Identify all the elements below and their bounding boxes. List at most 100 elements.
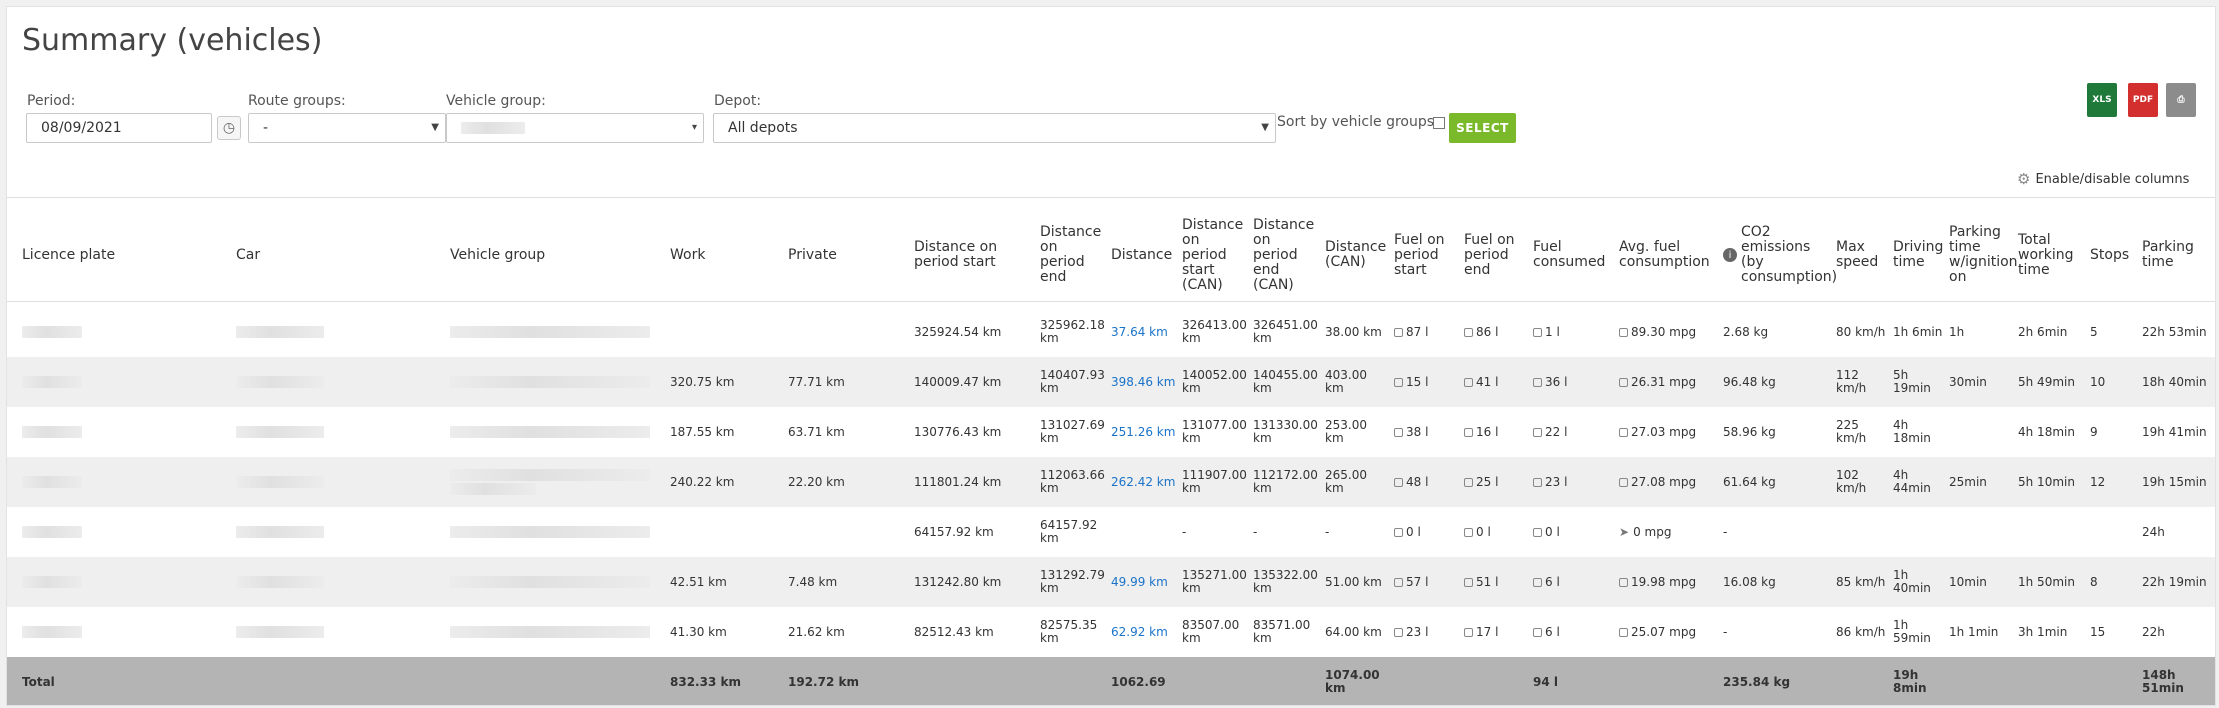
column-header-distance-period-end-can[interactable]: Distance on period end (CAN) — [1253, 203, 1319, 307]
cell-co2-emissions: 96.48 kg — [1723, 357, 1831, 407]
cell-value[interactable]: 262.42 km — [1111, 474, 1176, 489]
total-label: Total — [22, 674, 55, 689]
sort-by-vehicle-groups-checkbox[interactable] — [1433, 117, 1445, 129]
column-header-max-speed[interactable]: Max speed — [1836, 203, 1888, 307]
cell-value: 1h 6min — [1893, 324, 1943, 339]
printer-icon[interactable]: ⎙ — [2166, 83, 2196, 117]
column-header-work[interactable]: Work — [670, 203, 780, 307]
cell-distance-can: 403.00 km — [1325, 357, 1389, 407]
cell-distance[interactable]: 398.46 km — [1111, 357, 1179, 407]
total-work: 832.33 km — [670, 674, 741, 689]
cell-value: 48 l — [1406, 474, 1429, 489]
cell-distance-period-end-can: 140455.00 km — [1253, 357, 1319, 407]
cell-value[interactable]: 49.99 km — [1111, 574, 1168, 589]
redacted-text — [450, 376, 650, 388]
fuel-icon — [1464, 577, 1473, 587]
column-header-vehicle-group[interactable]: Vehicle group — [450, 203, 630, 307]
cell-value: 19.98 mpg — [1631, 574, 1697, 589]
column-header-car[interactable]: Car — [236, 203, 386, 307]
depot-select[interactable]: All depots ▼ — [713, 113, 1276, 143]
cell-distance[interactable]: 262.42 km — [1111, 457, 1179, 507]
cell-car — [236, 507, 386, 557]
column-header-fuel-period-end[interactable]: Fuel on period end — [1464, 203, 1528, 307]
cell-distance-period-start-can: 111907.00 km — [1182, 457, 1248, 507]
fuel-icon — [1619, 627, 1628, 637]
cell-distance[interactable]: 49.99 km — [1111, 557, 1179, 607]
excel-icon[interactable]: XLS — [2087, 83, 2117, 117]
table-row[interactable]: 41.30 km 21.62 km 82512.43 km 82575.35 km 62… — [7, 607, 2215, 657]
cell-value: 64157.92 km — [914, 524, 994, 539]
table-row[interactable]: 240.22 km 22.20 km 111801.24 km 112063.66 k… — [7, 457, 2215, 507]
cell-distance-period-start-can: 140052.00 km — [1182, 357, 1248, 407]
route-groups-select[interactable]: - ▼ — [248, 113, 446, 143]
cell-value[interactable]: 37.64 km — [1111, 324, 1168, 339]
table-row[interactable]: 42.51 km 7.48 km 131242.80 km 131292.79 km 4… — [7, 557, 2215, 607]
cell-value[interactable]: 251.26 km — [1111, 424, 1176, 439]
column-header-stops[interactable]: Stops — [2090, 203, 2138, 307]
cell-distance[interactable]: 62.92 km — [1111, 607, 1179, 657]
cell-value: 19h 41min — [2142, 424, 2207, 439]
column-header-parking-time[interactable]: Parking time — [2142, 203, 2210, 307]
cell-distance-period-end: 131027.69 km — [1040, 407, 1106, 457]
cell-value: 112063.66 km — [1040, 468, 1105, 495]
cell-private: 63.71 km — [788, 407, 898, 457]
cell-distance[interactable]: 37.64 km — [1111, 307, 1179, 357]
column-header-distance-period-start[interactable]: Distance on period start — [914, 203, 1034, 307]
cell-co2-emissions: 16.08 kg — [1723, 557, 1831, 607]
column-header-label: Distance (CAN) — [1325, 239, 1387, 270]
column-header-distance-can[interactable]: Distance (CAN) — [1325, 203, 1389, 307]
cell-value: - — [1723, 524, 1728, 539]
cell-value[interactable]: 398.46 km — [1111, 374, 1176, 389]
clock-icon[interactable]: ◷ — [217, 116, 241, 140]
cell-parking-time-ignition-on — [1949, 407, 2015, 457]
cell-avg-fuel-consumption: ➤ 0 mpg — [1619, 507, 1719, 557]
cell-distance-period-end: 325962.18 km — [1040, 307, 1106, 357]
cell-private — [788, 307, 898, 357]
column-header-private[interactable]: Private — [788, 203, 898, 307]
column-header-total-working-time[interactable]: Total working time — [2018, 203, 2086, 307]
column-header-licence-plate[interactable]: Licence plate — [22, 203, 172, 307]
column-header-label: Fuel on period end — [1464, 231, 1515, 278]
enable-disable-columns-link[interactable]: ⚙ Enable/disable columns — [2017, 170, 2189, 188]
period-input[interactable]: 08/09/2021 — [26, 113, 212, 143]
column-header-fuel-period-start[interactable]: Fuel on period start — [1394, 203, 1460, 307]
redacted-text — [236, 476, 324, 488]
column-header-distance[interactable]: Distance — [1111, 203, 1179, 307]
info-icon[interactable]: i — [1723, 248, 1737, 262]
depot-value: All depots — [728, 120, 798, 136]
column-header-distance-period-end[interactable]: Distance on period end — [1040, 203, 1106, 307]
cell-value: 6 l — [1545, 624, 1560, 639]
cell-distance-can: - — [1325, 507, 1389, 557]
column-header-co2-emissions[interactable]: i CO2 emissions (by consumption) — [1723, 203, 1837, 307]
vehicle-group-select[interactable]: ▾ — [446, 113, 704, 143]
column-header-parking-time-ignition-on[interactable]: Parking time w/ignition on — [1949, 203, 2018, 307]
table-row[interactable]: 187.55 km 63.71 km 130776.43 km 131027.69 k… — [7, 407, 2215, 457]
fuel-icon — [1619, 377, 1628, 387]
cell-max-speed: 102 km/h — [1836, 457, 1888, 507]
select-button[interactable]: SELECT — [1449, 113, 1516, 143]
column-header-label: Fuel on period start — [1394, 231, 1445, 278]
cell-distance[interactable] — [1111, 507, 1179, 557]
column-header-distance-period-start-can[interactable]: Distance on period start (CAN) — [1182, 203, 1248, 307]
cell-value[interactable]: 62.92 km — [1111, 624, 1168, 639]
column-header-driving-time[interactable]: Driving time — [1893, 203, 1947, 307]
cell-fuel-consumed: 6 l — [1533, 607, 1615, 657]
redacted-text — [22, 326, 82, 338]
column-header-fuel-consumed[interactable]: Fuel consumed — [1533, 203, 1615, 307]
cell-parking-time: 19h 41min — [2142, 407, 2210, 457]
cell-value: 7.48 km — [788, 574, 838, 589]
pdf-icon[interactable]: PDF — [2128, 83, 2158, 117]
cell-value: 253.00 km — [1325, 418, 1367, 445]
table-row[interactable]: 64157.92 km 64157.92 km - - - 0 l 0 l 0 l ➤ 0 mpg… — [7, 507, 2215, 557]
table-row[interactable]: 325924.54 km 325962.18 km 37.64 km 326413.0… — [7, 307, 2215, 357]
cell-distance[interactable]: 251.26 km — [1111, 407, 1179, 457]
cell-value: 4h 18min — [1893, 418, 1931, 445]
cell-distance-period-start-can: 131077.00 km — [1182, 407, 1248, 457]
cell-work — [670, 507, 780, 557]
table-row[interactable]: 320.75 km 77.71 km 140009.47 km 140407.93 k… — [7, 357, 2215, 407]
cell-value: 131027.69 km — [1040, 418, 1105, 445]
cell-total-working-time: 5h 49min — [2018, 357, 2086, 407]
cell-value: 131330.00 km — [1253, 418, 1318, 445]
cell-distance-period-end-can: 83571.00 km — [1253, 607, 1319, 657]
column-header-avg-fuel-consumption[interactable]: Avg. fuel consumption — [1619, 203, 1719, 307]
